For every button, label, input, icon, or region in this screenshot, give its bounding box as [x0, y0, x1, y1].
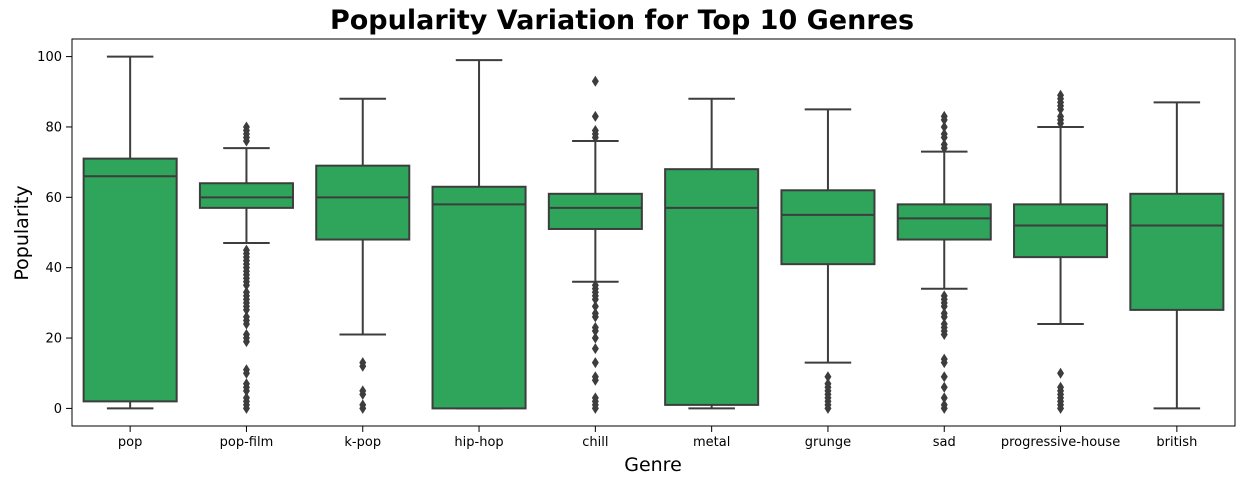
outlier-point	[359, 385, 367, 397]
box-group-hip-hop	[431, 59, 527, 410]
outlier-point	[591, 75, 599, 87]
y-tick-label: 0	[54, 402, 62, 417]
outlier-point	[1057, 367, 1065, 379]
box-group-sad	[896, 110, 992, 414]
iqr-box	[547, 192, 643, 230]
outlier-point	[242, 121, 250, 133]
outlier-point	[591, 392, 599, 404]
plot-marks	[82, 55, 1225, 414]
iqr-box	[896, 203, 992, 241]
outlier-point	[242, 286, 250, 298]
outlier-point	[359, 357, 367, 369]
outlier-point	[940, 371, 948, 383]
y-tick-label: 60	[45, 191, 62, 206]
box-group-british	[1129, 101, 1225, 410]
x-tick-label: chill	[582, 435, 608, 450]
outlier-point	[940, 128, 948, 140]
iqr-box	[1129, 192, 1225, 311]
outlier-point	[940, 139, 948, 151]
iqr-box	[82, 157, 178, 403]
y-axis: 0 20 40 60 80 100	[37, 50, 72, 417]
outlier-point	[824, 378, 832, 390]
outlier-point	[591, 110, 599, 122]
outlier-point	[242, 329, 250, 341]
box-group-k-pop	[315, 97, 411, 414]
outlier-point	[591, 321, 599, 333]
y-axis-label: Popularity	[11, 185, 33, 280]
outlier-point	[591, 124, 599, 136]
outlier-point	[242, 392, 250, 404]
y-tick-label: 40	[45, 261, 62, 276]
x-tick-label: pop	[118, 435, 142, 450]
outlier-point	[591, 307, 599, 319]
box-group-pop-film	[198, 121, 294, 414]
outlier-point	[591, 300, 599, 312]
outlier-point	[940, 121, 948, 133]
x-tick-label: metal	[693, 435, 730, 450]
x-tick-label: sad	[933, 435, 956, 450]
outlier-point	[940, 399, 948, 411]
box-group-pop	[82, 55, 178, 410]
outlier-point	[1057, 110, 1065, 122]
x-tick-label: grunge	[805, 435, 851, 450]
outlier-point	[940, 110, 948, 122]
y-tick-label: 80	[45, 120, 62, 135]
outlier-point	[940, 381, 948, 393]
outlier-point	[940, 307, 948, 319]
outlier-point	[591, 371, 599, 383]
outlier-point	[940, 392, 948, 404]
outlier-point	[591, 332, 599, 344]
outlier-point	[1057, 381, 1065, 393]
x-tick-label: k-pop	[344, 435, 381, 450]
x-tick-label: hip-hop	[454, 435, 503, 450]
outlier-point	[591, 343, 599, 355]
iqr-box	[780, 189, 876, 266]
outlier-point	[242, 244, 250, 256]
plot-frame	[71, 38, 1236, 427]
y-tick-label: 20	[45, 332, 62, 347]
box-group-chill	[547, 75, 643, 414]
iqr-box	[1013, 203, 1109, 259]
outlier-point	[824, 371, 832, 383]
outlier-point	[591, 357, 599, 369]
y-tick-label: 100	[37, 50, 62, 65]
outlier-point	[242, 378, 250, 390]
outlier-point	[359, 399, 367, 411]
x-tick-label: pop-film	[220, 435, 274, 450]
box-group-grunge	[780, 108, 876, 414]
x-axis-label: Genre	[624, 454, 682, 476]
outlier-point	[940, 290, 948, 302]
chart-title: Popularity Variation for Top 10 Genres	[329, 5, 915, 36]
outlier-point	[242, 311, 250, 323]
iqr-box	[198, 182, 294, 209]
iqr-box	[664, 168, 760, 406]
iqr-box	[431, 185, 527, 410]
iqr-box	[315, 164, 411, 241]
x-tick-label: progressive-house	[1001, 435, 1120, 450]
x-tick-label: british	[1156, 435, 1197, 450]
outlier-point	[591, 279, 599, 291]
outlier-point	[1057, 89, 1065, 101]
x-axis: pop pop-film k-pop hip-hop chill metal grunge s…	[118, 426, 1197, 450]
outlier-point	[940, 318, 948, 330]
box-group-progressive-house	[1013, 89, 1109, 414]
outlier-point	[940, 353, 948, 365]
outlier-point	[242, 364, 250, 376]
box-group-metal	[664, 97, 760, 410]
